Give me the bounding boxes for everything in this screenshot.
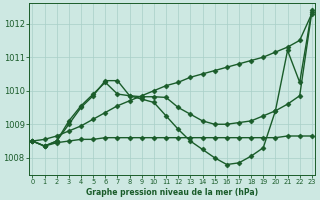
X-axis label: Graphe pression niveau de la mer (hPa): Graphe pression niveau de la mer (hPa) [86, 188, 258, 197]
